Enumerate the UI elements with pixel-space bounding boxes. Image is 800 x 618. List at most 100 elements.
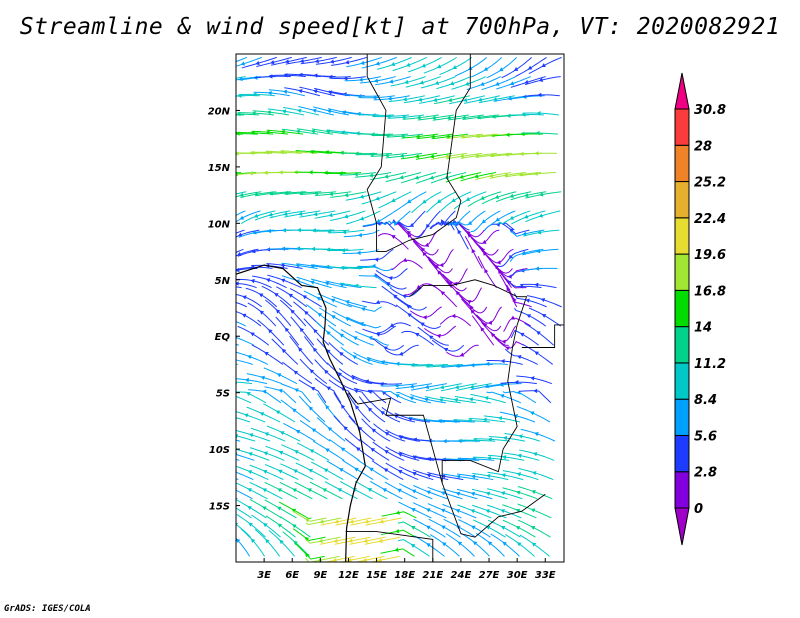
streamline-arrow: [308, 468, 313, 473]
streamline-arrow: [353, 172, 358, 177]
streamline-arrow: [515, 526, 521, 530]
streamline: [518, 468, 554, 481]
colorbar-label: 5.6: [694, 429, 717, 444]
streamline-arrow: [502, 435, 508, 441]
streamline: [390, 76, 426, 87]
streamline-arrow: [281, 348, 287, 354]
streamline: [311, 461, 344, 481]
colorbar-label: 16.8: [694, 284, 726, 299]
streamline-arrow: [451, 313, 456, 319]
streamline-arrow: [406, 62, 411, 67]
streamline: [471, 488, 508, 500]
colorbar-label: 2.8: [694, 466, 717, 481]
streamline: [283, 422, 316, 442]
streamline: [236, 229, 245, 234]
streamline-arrow: [264, 432, 269, 437]
streamline: [279, 299, 307, 327]
streamline-arrow: [541, 63, 546, 68]
streamline-arrow: [224, 78, 228, 82]
streamline-arrow: [218, 523, 223, 527]
streamline: [249, 447, 285, 461]
streamline-arrow: [259, 412, 265, 417]
streamline: [236, 497, 238, 500]
streamline-arrow: [426, 223, 431, 229]
streamline-arrow: [275, 309, 281, 314]
streamline-arrow: [538, 77, 544, 82]
streamline: [263, 403, 296, 423]
streamline-arrow: [384, 432, 390, 436]
streamline: [415, 152, 453, 160]
streamline: [481, 76, 516, 91]
streamline: [313, 87, 350, 97]
streamline-arrow: [395, 510, 400, 515]
streamline: [236, 248, 259, 257]
streamline-arrow: [430, 134, 435, 139]
streamline: [236, 311, 262, 327]
streamline: [440, 383, 477, 392]
streamline: [236, 482, 268, 500]
streamline: [417, 326, 449, 346]
streamline: [427, 503, 462, 519]
streamline-arrow: [334, 519, 339, 524]
streamline: [315, 321, 345, 346]
streamline: [470, 229, 500, 244]
streamline: [525, 191, 562, 199]
streamline-arrow: [355, 405, 360, 410]
streamline-arrow: [249, 150, 254, 156]
streamline: [236, 514, 266, 538]
streamline-arrow: [516, 472, 522, 477]
streamline: [236, 76, 246, 79]
streamline-arrow: [445, 134, 450, 139]
streamline-arrow: [279, 539, 284, 545]
streamline: [340, 282, 377, 289]
streamline: [314, 377, 342, 404]
streamline-arrow: [472, 438, 477, 443]
streamline: [267, 274, 302, 289]
streamline: [431, 133, 469, 140]
streamline-arrow: [469, 384, 475, 389]
streamline: [236, 113, 259, 116]
streamline-arrow: [471, 248, 476, 254]
streamline: [523, 229, 560, 237]
streamline: [478, 95, 515, 104]
streamline: [236, 210, 261, 223]
streamline: [236, 381, 252, 385]
streamline: [354, 330, 389, 346]
streamline-arrow: [338, 171, 343, 176]
streamline: [340, 328, 374, 346]
streamline-arrow: [534, 266, 540, 271]
streamline: [251, 514, 281, 538]
streamline-arrow: [428, 335, 434, 340]
streamline: [236, 132, 274, 135]
streamline: [296, 442, 330, 461]
streamline-arrow: [423, 397, 429, 402]
streamline: [504, 172, 542, 178]
streamline-arrow: [390, 62, 396, 67]
streamline-arrow: [486, 455, 491, 461]
streamline: [331, 56, 367, 66]
streamline: [500, 381, 537, 385]
streamline: [290, 316, 315, 346]
streamline-arrow: [236, 522, 239, 526]
streamline: [487, 504, 522, 519]
streamline: [442, 473, 479, 481]
streamline-arrow: [326, 331, 331, 336]
streamline: [359, 76, 396, 84]
streamline-arrow: [513, 414, 518, 419]
streamline: [264, 481, 298, 500]
streamline-arrow: [341, 404, 346, 409]
streamline: [344, 438, 375, 461]
streamline-arrow: [318, 538, 323, 543]
streamline: [484, 210, 516, 231]
streamline-arrow: [440, 219, 445, 224]
streamline: [298, 379, 327, 404]
streamline: [507, 114, 544, 117]
streamline-arrow: [353, 389, 359, 394]
plot-frame: [235, 53, 565, 563]
streamline: [247, 302, 277, 327]
streamline: [270, 56, 307, 66]
streamline-arrow: [502, 541, 507, 546]
streamline-arrow: [250, 538, 256, 543]
streamline: [499, 411, 536, 423]
streamline-arrow: [325, 448, 330, 453]
